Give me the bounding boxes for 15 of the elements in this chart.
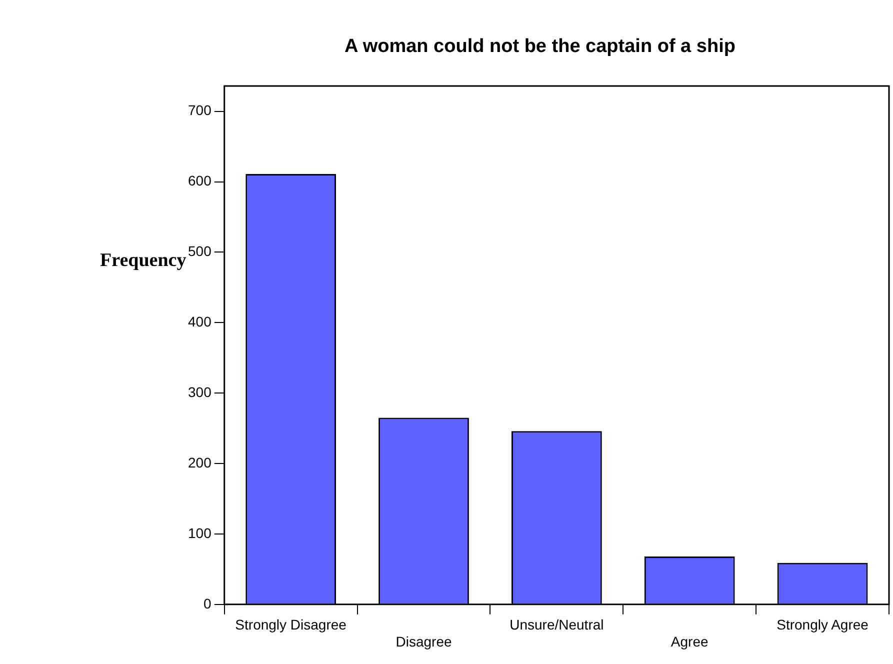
- y-tick-label: 200: [188, 454, 212, 470]
- chart-title: A woman could not be the captain of a ship: [344, 36, 736, 58]
- x-tick-label: Strongly Agree: [776, 616, 869, 633]
- y-tick-label: 600: [188, 172, 212, 189]
- y-tick-label: 0: [204, 595, 212, 612]
- y-tick-label: 700: [188, 102, 212, 118]
- y-tick-label: 500: [188, 243, 212, 260]
- y-tick-label: 300: [188, 384, 212, 400]
- x-tick-label: Unsure/Neutral: [510, 616, 604, 633]
- x-tick-label: Strongly Disagree: [235, 616, 347, 633]
- x-tick-label: Agree: [670, 633, 708, 650]
- x-tick-label: Disagree: [396, 633, 452, 650]
- y-tick-label: 400: [188, 314, 212, 330]
- y-axis-title: Frequency: [100, 250, 186, 272]
- y-tick-label: 100: [188, 524, 212, 541]
